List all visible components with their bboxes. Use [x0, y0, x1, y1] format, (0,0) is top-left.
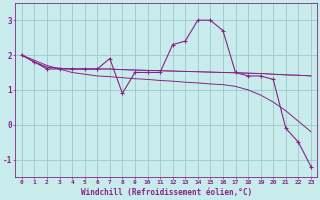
- X-axis label: Windchill (Refroidissement éolien,°C): Windchill (Refroidissement éolien,°C): [81, 188, 252, 197]
